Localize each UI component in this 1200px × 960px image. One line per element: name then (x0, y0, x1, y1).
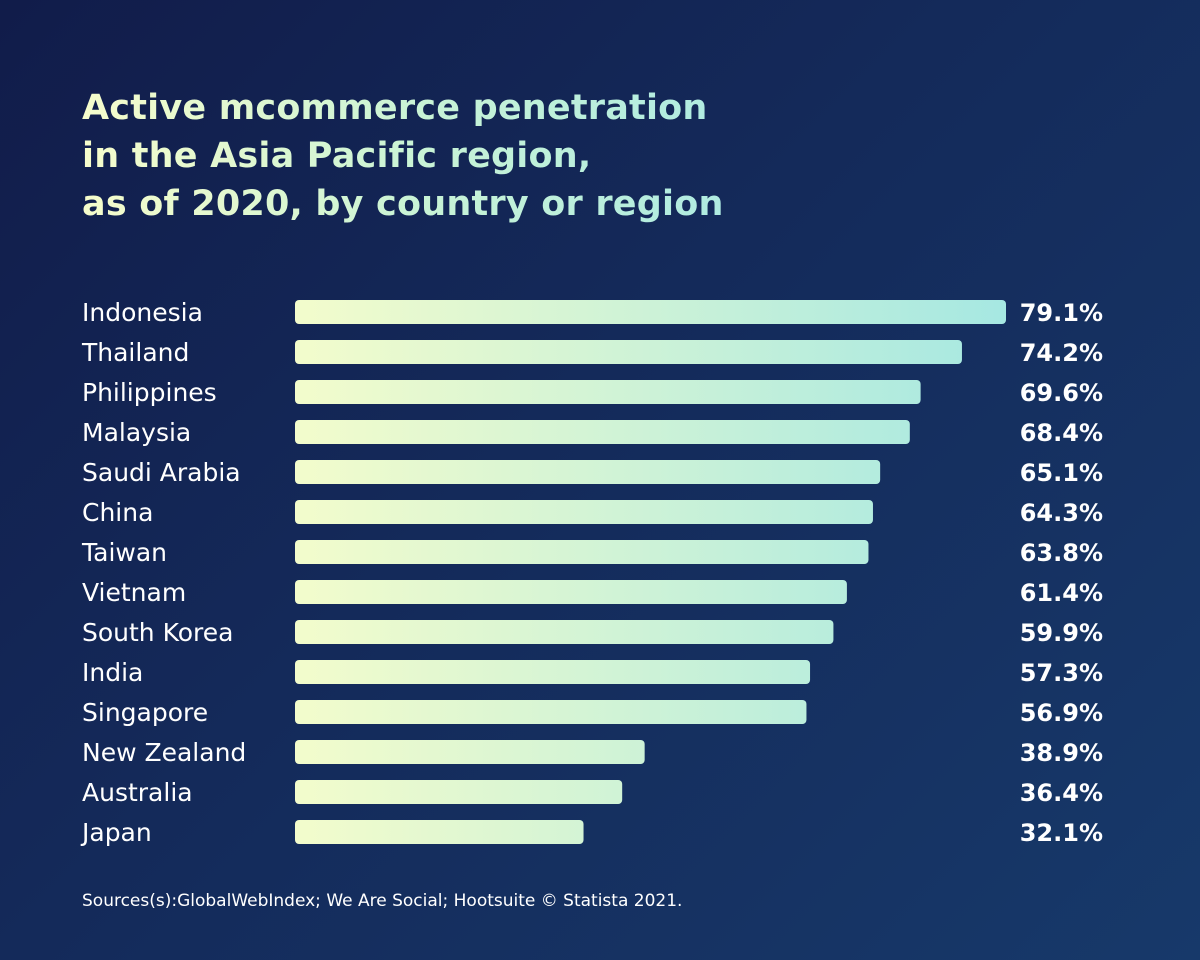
value-label: 56.9% (1020, 699, 1103, 727)
category-label: Australia (82, 778, 193, 807)
value-label: 61.4% (1020, 579, 1103, 607)
bar (295, 820, 584, 844)
value-label: 38.9% (1020, 739, 1103, 767)
value-label: 68.4% (1020, 419, 1103, 447)
bar (295, 460, 881, 484)
value-label: 32.1% (1020, 819, 1103, 847)
bar (295, 500, 873, 524)
bar (295, 700, 807, 724)
bar (295, 780, 623, 804)
category-label: Philippines (82, 378, 217, 407)
value-label: 59.9% (1020, 619, 1103, 647)
category-label: Japan (80, 818, 152, 847)
category-label: India (82, 658, 143, 687)
category-label: Saudi Arabia (82, 458, 241, 487)
bar (295, 620, 834, 644)
bar (295, 420, 910, 444)
value-label: 74.2% (1020, 339, 1103, 367)
category-label: Taiwan (81, 538, 167, 567)
source-note: Sources(s):GlobalWebIndex; We Are Social… (82, 891, 683, 911)
category-label: Malaysia (82, 418, 191, 447)
bar-chart: Indonesia 79.1% Thailand 74.2% Philippines 69… (80, 298, 1103, 847)
category-label: New Zealand (82, 738, 246, 767)
category-label: South Korea (82, 618, 233, 647)
value-label: 79.1% (1020, 299, 1103, 327)
bar (295, 540, 869, 564)
value-label: 64.3% (1020, 499, 1103, 527)
bar (295, 740, 645, 764)
category-label: Singapore (82, 698, 208, 727)
value-label: 36.4% (1020, 779, 1103, 807)
category-label: Vietnam (82, 578, 186, 607)
category-label: Indonesia (82, 298, 203, 327)
category-label: Thailand (81, 338, 189, 367)
value-label: 63.8% (1020, 539, 1103, 567)
bar (295, 380, 921, 404)
category-label: China (82, 498, 153, 527)
value-label: 65.1% (1020, 459, 1103, 487)
bar (295, 340, 962, 364)
bar (295, 300, 1006, 324)
bar (295, 580, 847, 604)
value-label: 57.3% (1020, 659, 1103, 687)
bar (295, 660, 811, 684)
value-label: 69.6% (1020, 379, 1103, 407)
bars-group: Indonesia 79.1% Thailand 74.2% Philippines 69… (80, 298, 1103, 847)
